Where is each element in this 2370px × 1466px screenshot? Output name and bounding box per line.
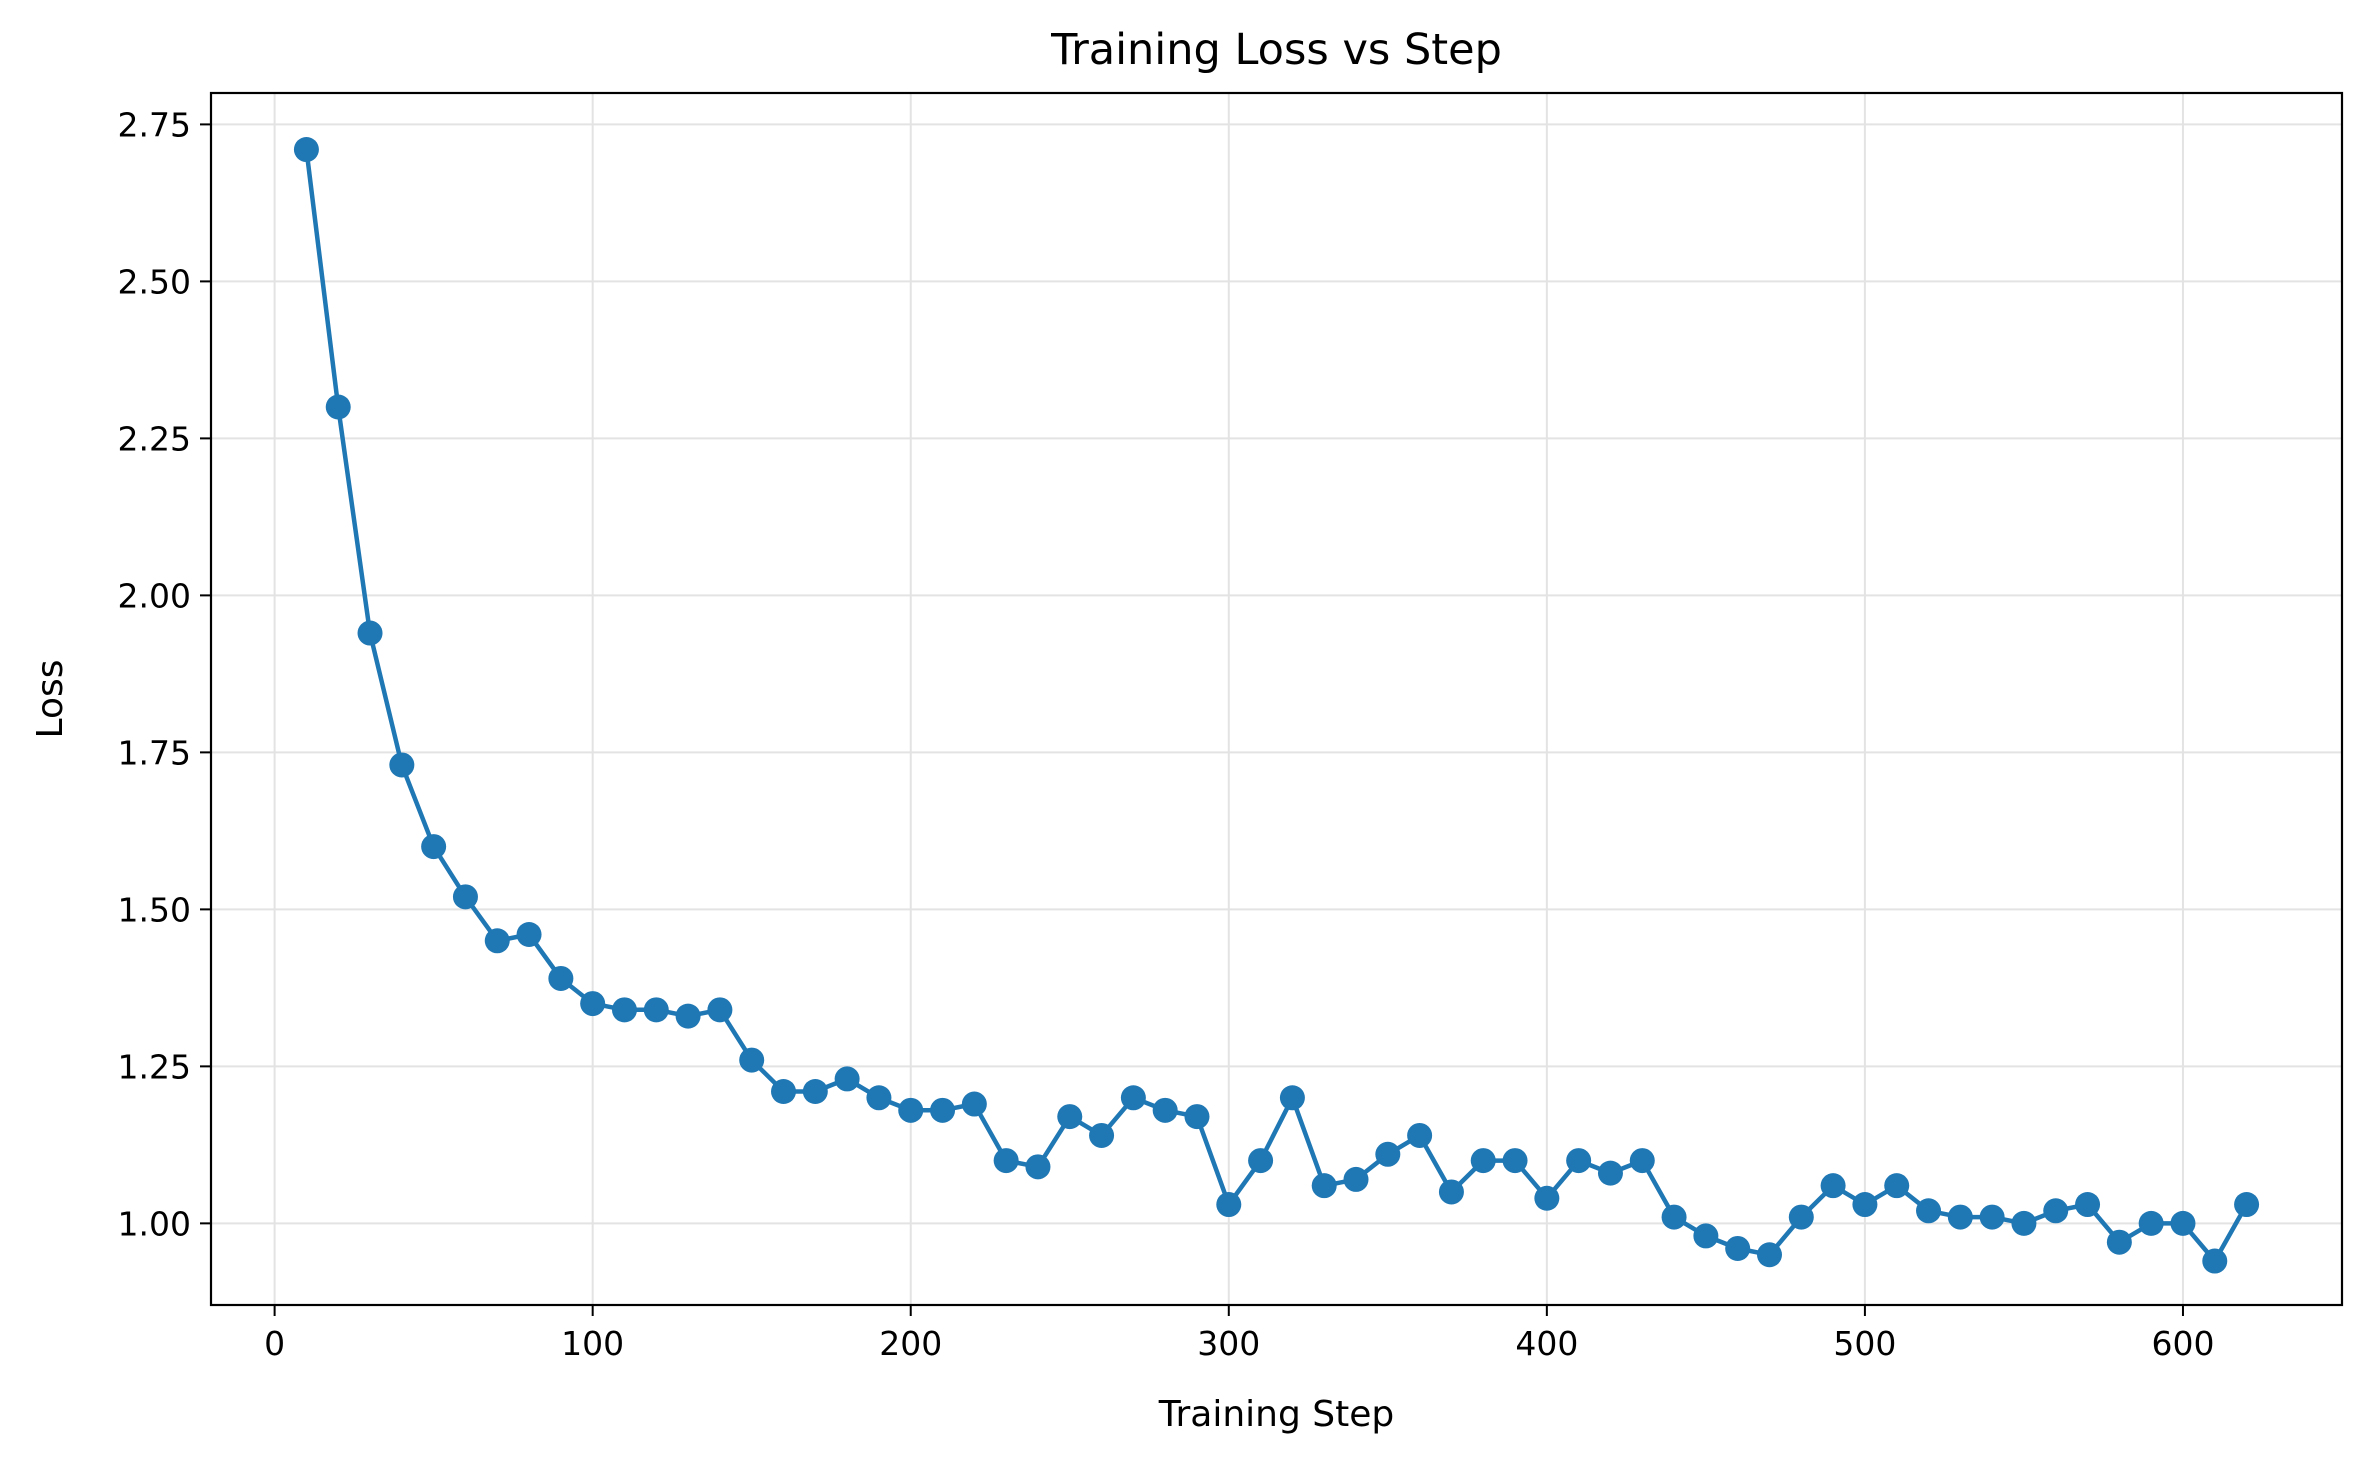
x-tick-label: 500 [1833, 1324, 1896, 1363]
data-point [930, 1097, 956, 1123]
chart-title: Training Loss vs Step [1050, 25, 1502, 75]
data-point [1756, 1242, 1782, 1268]
data-point [898, 1097, 924, 1123]
data-point [993, 1148, 1019, 1174]
data-point [548, 965, 574, 991]
y-axis-label: Loss [30, 660, 71, 739]
data-point [611, 997, 637, 1023]
loss-series [293, 137, 2260, 1274]
data-point [866, 1085, 892, 1111]
grid [211, 93, 2342, 1305]
data-point [1089, 1122, 1115, 1148]
data-point [2011, 1210, 2037, 1236]
x-tick-label: 300 [1197, 1324, 1260, 1363]
data-point [834, 1066, 860, 1092]
data-point [1534, 1185, 1560, 1211]
data-point [2075, 1192, 2101, 1218]
data-point [1916, 1198, 1942, 1224]
data-point [1375, 1141, 1401, 1167]
data-point [293, 137, 319, 163]
data-point [1343, 1166, 1369, 1192]
data-point [1979, 1204, 2005, 1230]
x-tick-label: 200 [879, 1324, 942, 1363]
data-point [1566, 1148, 1592, 1174]
data-point [484, 928, 510, 954]
data-point [421, 834, 447, 860]
data-point [2138, 1210, 2164, 1236]
data-point [1248, 1148, 1274, 1174]
data-point [675, 1003, 701, 1029]
data-point [1120, 1085, 1146, 1111]
data-point [1470, 1148, 1496, 1174]
y-tick-label: 2.75 [118, 105, 191, 144]
y-tick-label: 1.00 [118, 1204, 191, 1243]
data-point [1884, 1173, 1910, 1199]
data-point [2202, 1248, 2228, 1274]
x-axis-label: Training Step [1158, 1394, 1394, 1435]
data-point [357, 620, 383, 646]
data-point [1693, 1223, 1719, 1249]
data-point [1311, 1173, 1337, 1199]
x-tick-label: 600 [2151, 1324, 2214, 1363]
data-point [2234, 1192, 2260, 1218]
y-tick-label: 2.50 [118, 262, 191, 301]
y-tick-label: 2.00 [118, 576, 191, 615]
y-tick-label: 1.75 [118, 733, 191, 772]
x-tick-label: 400 [1515, 1324, 1578, 1363]
data-point [1025, 1154, 1051, 1180]
data-point [802, 1078, 828, 1104]
data-point [739, 1047, 765, 1073]
data-point [1820, 1173, 1846, 1199]
data-point [2106, 1229, 2132, 1255]
data-point [1725, 1235, 1751, 1261]
data-point [389, 752, 415, 778]
data-point [1279, 1085, 1305, 1111]
data-point [580, 991, 606, 1017]
y-tick-label: 1.50 [118, 890, 191, 929]
x-tick-label: 0 [264, 1324, 285, 1363]
data-point [1184, 1104, 1210, 1130]
data-point [961, 1091, 987, 1117]
data-point [1788, 1204, 1814, 1230]
data-point [643, 997, 669, 1023]
plot-frame [209, 91, 2344, 1307]
data-point [1057, 1104, 1083, 1130]
data-point [1407, 1122, 1433, 1148]
data-point [1947, 1204, 1973, 1230]
data-point [452, 884, 478, 910]
y-tick-label: 1.25 [118, 1047, 191, 1086]
data-point [1597, 1160, 1623, 1186]
data-point [1152, 1097, 1178, 1123]
data-point [2170, 1210, 2196, 1236]
data-point [325, 394, 351, 420]
data-point [516, 921, 542, 947]
data-point [1438, 1179, 1464, 1205]
x-tick-label: 100 [561, 1324, 624, 1363]
data-point [1502, 1148, 1528, 1174]
y-tick-label: 2.25 [118, 419, 191, 458]
data-point [707, 997, 733, 1023]
data-point [771, 1078, 797, 1104]
data-point [1216, 1192, 1242, 1218]
data-point [2043, 1198, 2069, 1224]
x-axis-ticks: 0 100 200 300 400 500 600 [264, 1305, 2214, 1363]
data-point [1661, 1204, 1687, 1230]
data-point [1852, 1192, 1878, 1218]
data-point [1629, 1148, 1655, 1174]
y-axis-ticks: 1.00 1.25 1.50 1.75 2.00 2.25 2.50 2.75 [118, 105, 211, 1243]
